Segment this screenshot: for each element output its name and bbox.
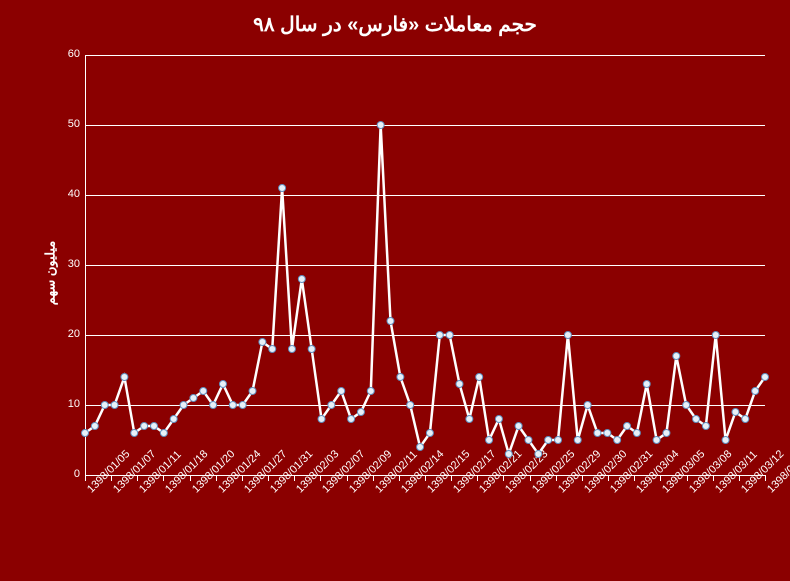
data-marker (653, 437, 660, 444)
data-marker (762, 374, 769, 381)
data-marker (288, 346, 295, 353)
data-marker (693, 416, 700, 423)
data-marker (387, 318, 394, 325)
data-marker (456, 381, 463, 388)
data-marker (121, 374, 128, 381)
line-plot (0, 0, 790, 581)
data-marker (91, 423, 98, 430)
data-marker (111, 402, 118, 409)
data-marker (259, 339, 266, 346)
data-marker (397, 374, 404, 381)
data-marker (249, 388, 256, 395)
data-marker (367, 388, 374, 395)
data-marker (407, 402, 414, 409)
data-marker (722, 437, 729, 444)
data-marker (170, 416, 177, 423)
data-marker (377, 122, 384, 129)
data-marker (545, 437, 552, 444)
data-marker (348, 416, 355, 423)
data-marker (604, 430, 611, 437)
data-marker (742, 416, 749, 423)
data-marker (633, 430, 640, 437)
data-marker (594, 430, 601, 437)
data-marker (614, 437, 621, 444)
data-marker (466, 416, 473, 423)
data-marker (269, 346, 276, 353)
data-marker (239, 402, 246, 409)
data-marker (308, 346, 315, 353)
data-marker (495, 416, 502, 423)
data-marker (160, 430, 167, 437)
data-marker (702, 423, 709, 430)
data-marker (515, 423, 522, 430)
data-marker (426, 430, 433, 437)
data-marker (673, 353, 680, 360)
data-marker (624, 423, 631, 430)
data-marker (683, 402, 690, 409)
data-marker (338, 388, 345, 395)
data-marker (357, 409, 364, 416)
data-marker (219, 381, 226, 388)
data-marker (486, 437, 493, 444)
data-marker (180, 402, 187, 409)
data-marker (643, 381, 650, 388)
data-marker (101, 402, 108, 409)
data-marker (150, 423, 157, 430)
data-marker (535, 451, 542, 458)
data-marker (417, 444, 424, 451)
data-marker (200, 388, 207, 395)
data-marker (328, 402, 335, 409)
data-marker (564, 332, 571, 339)
data-marker (446, 332, 453, 339)
data-marker (505, 451, 512, 458)
data-marker (663, 430, 670, 437)
data-marker (318, 416, 325, 423)
data-marker (555, 437, 562, 444)
data-marker (229, 402, 236, 409)
data-marker (141, 423, 148, 430)
data-marker (279, 185, 286, 192)
data-marker (712, 332, 719, 339)
data-marker (210, 402, 217, 409)
data-marker (298, 276, 305, 283)
data-marker (82, 430, 89, 437)
chart-container: حجم معاملات «فارس» در سال ۹۸ میلیون سهم … (0, 0, 790, 581)
data-marker (574, 437, 581, 444)
data-marker (584, 402, 591, 409)
data-marker (525, 437, 532, 444)
data-marker (732, 409, 739, 416)
data-marker (476, 374, 483, 381)
data-marker (752, 388, 759, 395)
data-marker (131, 430, 138, 437)
data-marker (436, 332, 443, 339)
data-marker (190, 395, 197, 402)
